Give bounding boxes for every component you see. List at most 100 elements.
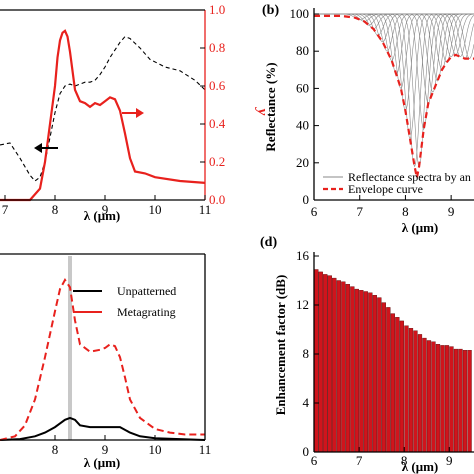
panel-b-xlabel: λ (μm) <box>402 220 439 235</box>
panel-c-legend: Unpatterned Metagrating <box>73 284 176 319</box>
panel-a-xtick-label: 10 <box>149 202 162 217</box>
panel-a-xtick-label: 9 <box>102 202 109 217</box>
panel-d-ytick-label: 4 <box>303 395 310 410</box>
panel-d-bar <box>408 328 414 453</box>
panel-a-series-1 <box>0 29 206 202</box>
panel-d-bar <box>444 345 450 453</box>
panel-c-xlabel: λ (μm) <box>84 455 121 470</box>
panel-b: (b) Reflectance (%) 6 7 8 9 0 20 40 60 80 100 Ref… <box>262 3 474 235</box>
panel-d-bar <box>426 340 432 453</box>
panel-a-xtick-label: 11 <box>199 202 212 217</box>
panel-a-ytick-label: 0.6 <box>209 78 226 93</box>
panel-b-xtick-label: 8 <box>402 204 409 219</box>
panel-d-bar <box>314 269 319 453</box>
panel-d-bar <box>386 307 391 453</box>
left-arrow-icon <box>34 143 58 153</box>
legend-envelope-label: Envelope curve <box>348 182 423 196</box>
panel-d-bar <box>368 292 373 453</box>
panel-d-ytick-label: 16 <box>296 248 310 263</box>
panel-b-ytick-label: 20 <box>296 155 309 170</box>
panel-c: 8 9 10 11 Unpatterned Metagrating λ (μm) <box>0 253 212 470</box>
panel-d-xtick-label: 7 <box>356 453 363 468</box>
panel-d-bar <box>395 317 400 453</box>
panel-c-plot <box>0 256 206 441</box>
panel-a-ytick-label: 0.0 <box>209 192 225 207</box>
panel-c-series-unpatterned <box>0 416 206 441</box>
panel-a-plot <box>0 29 206 202</box>
panel-b-legend: Reflectance spectra by an Envelope curve <box>323 170 471 196</box>
panel-b-plot <box>314 13 474 178</box>
panel-d-bar <box>417 334 423 453</box>
panel-a: 7 8 9 10 110.0 0.2 0.4 0.6 0.8 1.0 λ (μm) y <box>0 2 270 223</box>
panel-d-bar <box>332 277 337 453</box>
panel-d-bar <box>377 297 382 453</box>
panel-d-ticks: 6 7 8 9 0 4 8 12 16 <box>296 248 452 468</box>
panel-d-xtick-label: 8 <box>401 453 408 468</box>
panel-d-bar <box>381 302 386 453</box>
panel-b-ytick-label: 40 <box>296 118 309 133</box>
panel-d-ytick-label: 12 <box>296 297 309 312</box>
panel-d-bar <box>327 275 332 453</box>
panel-d-bar <box>345 284 350 453</box>
panel-d-bar <box>404 325 409 453</box>
panel-c-xtick-label: 9 <box>102 442 109 457</box>
panel-b-ytick-label: 100 <box>290 6 310 21</box>
panel-b-envelope-curve <box>314 14 474 178</box>
panel-a-ytick-label: 1.0 <box>209 2 225 17</box>
panel-d-ytick-label: 8 <box>303 346 310 361</box>
panel-d-ytick-label: 0 <box>303 444 310 459</box>
panel-d-bar <box>435 344 441 453</box>
panel-d-xtick-label: 6 <box>311 453 318 468</box>
panel-d-bar <box>323 274 328 453</box>
panel-d-bar <box>336 280 341 453</box>
panel-a-series-0 <box>0 35 206 182</box>
panel-d-bar <box>341 281 346 453</box>
panel-a-xtick-label: 8 <box>52 202 59 217</box>
panel-b-gray-spectrum <box>314 13 474 140</box>
panel-b-ticks: 6 7 8 9 0 20 40 60 80 100 <box>290 6 455 219</box>
panel-b-ytick-label: 60 <box>296 80 309 95</box>
panel-c-xtick-label: 11 <box>199 442 212 457</box>
panel-d-bar <box>372 295 377 453</box>
panel-b-tag: (b) <box>262 3 279 18</box>
panel-d-bar <box>390 313 395 453</box>
panel-d-plot <box>314 269 472 453</box>
panel-a-ytick-label: 0.8 <box>209 40 225 55</box>
panel-d-bar <box>449 346 454 453</box>
panel-d-bar <box>350 286 355 453</box>
legend-metagrating-label: Metagrating <box>117 305 176 319</box>
panel-d-bar <box>453 348 459 453</box>
panel-c-xtick-label: 8 <box>52 442 59 457</box>
panel-b-xtick-label: 7 <box>356 204 363 219</box>
panel-c-ticks: 8 9 10 11 <box>52 435 212 457</box>
panel-b-gray-spectrum <box>314 13 474 59</box>
legend-gray-label: Reflectance spectra by an <box>348 170 471 184</box>
right-arrow-icon <box>122 108 144 118</box>
panel-d: (d) Enhancement factor (dB) 6 7 8 90481216 … <box>260 235 474 474</box>
panel-d-bar <box>359 290 364 453</box>
panel-d-xtick-label: 9 <box>446 453 453 468</box>
panel-c-series-metagrating <box>0 277 205 441</box>
panel-a-ticks: 7 8 9 10 110.0 0.2 0.4 0.6 0.8 1.0 <box>2 2 226 217</box>
panel-b-xtick-label: 9 <box>448 204 455 219</box>
panel-b-ytick-label: 0 <box>303 192 310 207</box>
panel-d-bar <box>399 320 404 453</box>
panel-d-bar <box>458 348 463 453</box>
panel-b-xtick-label: 6 <box>311 204 318 219</box>
panel-b-ytick-label: 80 <box>296 43 309 58</box>
panel-d-bar <box>354 288 359 453</box>
panel-d-tag: (d) <box>260 235 277 250</box>
panel-a-xtick-label: 7 <box>2 202 9 217</box>
panel-d-bar <box>413 330 418 453</box>
panel-c-xtick-label: 10 <box>149 442 162 457</box>
panel-d-bar <box>440 345 445 453</box>
panel-a-ylabel-right: y <box>254 107 270 116</box>
panel-d-bar <box>462 350 468 453</box>
panel-d-xlabel: λ (μm) <box>402 459 439 474</box>
panel-d-bar <box>422 337 427 453</box>
panel-a-ytick-label: 0.4 <box>209 116 226 131</box>
panel-d-bar <box>467 350 472 453</box>
panel-d-bar <box>431 341 436 453</box>
panel-a-xlabel: λ (μm) <box>84 208 121 223</box>
